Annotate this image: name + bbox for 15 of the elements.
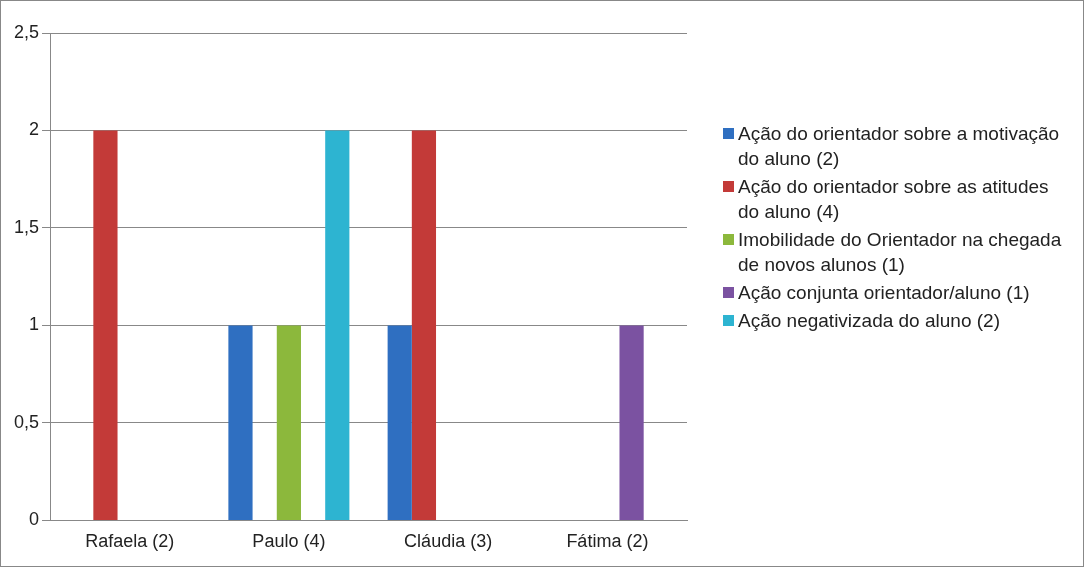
y-tick-label: 2 bbox=[29, 119, 40, 140]
y-tick-label: 2,5 bbox=[13, 21, 40, 42]
x-tick-label: Fátima (2) bbox=[566, 531, 649, 552]
legend-label: Ação conjunta orientador/aluno (1) bbox=[738, 281, 1030, 305]
y-tick-label: 1 bbox=[29, 314, 40, 335]
x-tick-label: Paulo (4) bbox=[252, 531, 326, 552]
y-tick-label: 0,5 bbox=[13, 411, 40, 432]
legend-label: Imobilidade do Orientador na chegada de novos alunos (1) bbox=[738, 228, 1063, 277]
legend-label: Ação do orientador sobre a motivação do aluno (2) bbox=[738, 122, 1061, 171]
legend-label: Ação negativizada do aluno (2) bbox=[738, 309, 1000, 333]
legend-label: Ação do orientador sobre as atitudes do aluno (4) bbox=[738, 175, 1050, 224]
y-tick-label: 0 bbox=[29, 509, 40, 530]
x-tick-label: Cláudia (3) bbox=[404, 531, 493, 552]
y-tick-label: 1,5 bbox=[13, 216, 40, 237]
x-tick-label: Rafaela (2) bbox=[85, 531, 175, 552]
